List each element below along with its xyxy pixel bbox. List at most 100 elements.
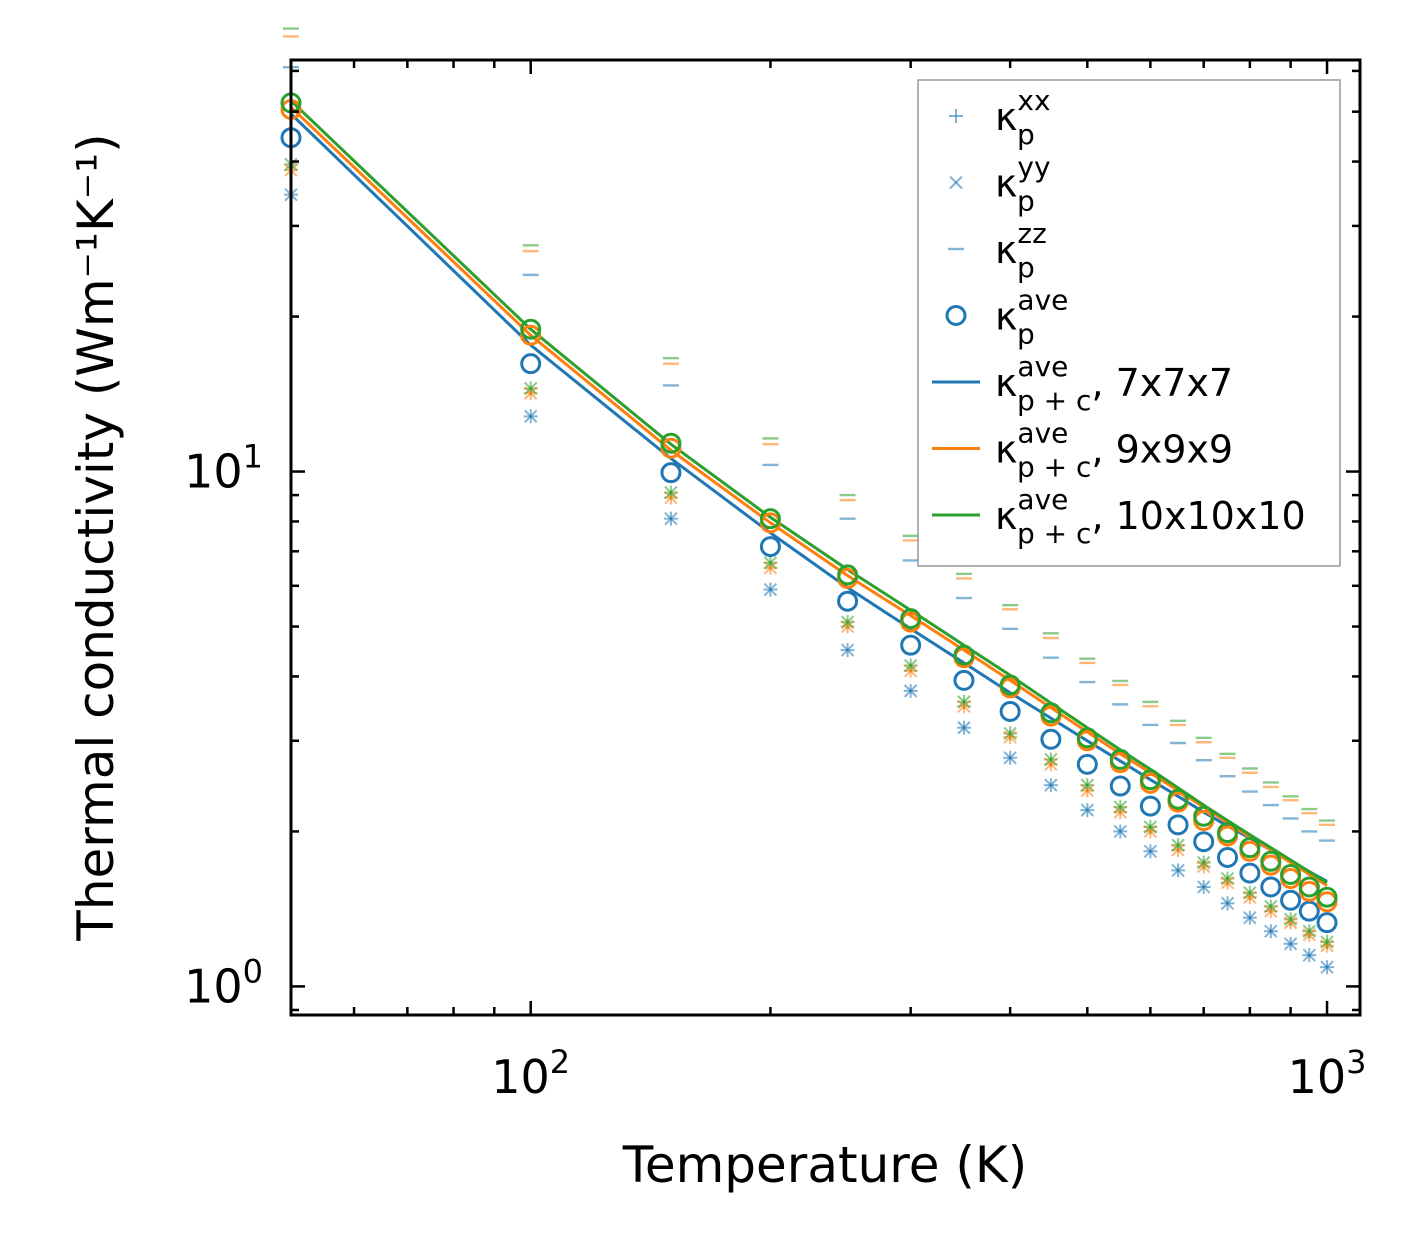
- kappa-yy-7x7x7-point: [1171, 863, 1185, 878]
- kappa-yy-10x10x10-point: [763, 556, 778, 570]
- kappa-ave-7x7x7-point: [837, 590, 859, 612]
- legend-entry: κyy p: [949, 151, 1051, 218]
- kappa-ave-7x7x7-point: [1139, 795, 1161, 817]
- kappa-ave-10x10x10-point: [759, 508, 781, 530]
- kappa-yy-7x7x7-point: [1044, 778, 1058, 792]
- legend-entry: κzz p: [948, 217, 1047, 284]
- legend-entry: κave p + c, 10x10x10: [932, 483, 1306, 550]
- legend-entry: κave p: [945, 284, 1068, 351]
- kappa-yy-10x10x10-point: [1171, 838, 1185, 852]
- legend-label: κyy p: [995, 151, 1051, 218]
- kappa-ave-10x10x10-point: [1316, 886, 1338, 908]
- y-axis-label: Thermal conductivity (Wm⁻¹K⁻¹): [67, 133, 125, 941]
- kappa-ave-10x10x10-point: [900, 608, 922, 630]
- kappa-yy-7x7x7-point: [1320, 960, 1334, 974]
- kappa-ave-10x10x10-point: [1239, 837, 1261, 859]
- kappa-yy-7x7x7-point: [1143, 844, 1158, 858]
- kappa-ave-10x10x10-point: [1298, 876, 1320, 898]
- kappa-yy-7x7x7-point: [957, 721, 971, 735]
- kappa-yy-9x9x9-point: [1044, 757, 1058, 772]
- kappa-yy-9x9x9-point: [524, 386, 538, 400]
- kappa-yy-10x10x10-point: [1113, 800, 1127, 814]
- kappa-ave-10x10x10-point: [1076, 727, 1098, 749]
- kappa-ave-7x7x7-point: [1239, 862, 1261, 884]
- kappa-yy-10x10x10-point: [903, 658, 918, 673]
- y-tick-label: 100: [184, 952, 263, 1013]
- kappa-yy-9x9x9-point: [1196, 859, 1211, 874]
- kappa-ave-10x10x10-point: [1217, 822, 1239, 844]
- kappa-yy-7x7x7-point: [763, 582, 778, 597]
- kappa-ave-10x10x10-point: [1040, 702, 1062, 724]
- kappa-yy-9x9x9-point: [1080, 783, 1095, 798]
- legend-box: [917, 79, 1341, 567]
- kappa-ave-7x7x7-point: [953, 669, 975, 691]
- kappa-yy-7x7x7-point: [1302, 948, 1317, 962]
- kappa-yy-9x9x9-point: [1220, 876, 1235, 890]
- kappa-yy-9x9x9-point: [1302, 928, 1317, 942]
- kappa-ave-10x10x10-point: [1193, 805, 1215, 827]
- kappa-yy-7x7x7-point: [840, 643, 855, 657]
- plot-frame: [289, 58, 1362, 1017]
- kappa-yy-9x9x9-point: [1264, 904, 1278, 918]
- kappa-ave-7x7x7-point: [520, 353, 542, 375]
- x-tick-label: 103: [1288, 1043, 1367, 1104]
- kappa-ave-7x7x7-point: [1217, 846, 1239, 868]
- kappa-yy-7x7x7-point: [1264, 924, 1278, 938]
- kappa-ave-10x10x10-point: [953, 644, 975, 666]
- kappa-yy-7x7x7-point: [1283, 937, 1298, 951]
- kappa-ave-7x7x7-point: [999, 700, 1021, 722]
- kappa-yy-10x10x10-point: [664, 485, 678, 500]
- kappa-ave-10x10x10-point: [1139, 769, 1161, 791]
- kappa-yy-10x10x10-point: [957, 695, 971, 709]
- kappa-yy-10x10x10-point: [1044, 752, 1058, 767]
- kappa-yy-10x10x10-point: [524, 381, 538, 396]
- kappa-yy-10x10x10-point: [1196, 855, 1211, 870]
- legend-label: κave p + c, 10x10x10: [995, 483, 1306, 550]
- legend-entry: κxx p: [949, 84, 1051, 151]
- legend-label: κzz p: [995, 217, 1047, 284]
- kappa-yy-7x7x7-point: [1196, 880, 1211, 894]
- kappa-yy-10x10x10-point: [840, 615, 855, 629]
- kappa-yy-10x10x10-point: [1143, 820, 1158, 834]
- kappa-yy-10x10x10-point: [1243, 886, 1257, 900]
- kappa-yy-7x7x7-point: [1220, 896, 1235, 911]
- kappa-ave-7x7x7-point: [1280, 889, 1302, 911]
- kappa-yy-10x10x10-point: [1302, 924, 1317, 938]
- kappa-yy-10x10x10-point: [1283, 912, 1298, 927]
- kappa-ave-7x7x7-point: [1193, 831, 1215, 853]
- legend-label: κave p + c, 7x7x7: [995, 350, 1233, 417]
- kappa-yy-9x9x9-point: [1143, 824, 1158, 839]
- kappa-yy-7x7x7-point: [1113, 824, 1127, 839]
- kappa-ave-7x7x7-point: [759, 536, 781, 558]
- kappa-yy-9x9x9-point: [957, 699, 971, 714]
- kappa-yy-7x7x7-point: [524, 409, 538, 424]
- kappa-ave-7x7x7-point: [1040, 728, 1062, 750]
- kappa-ave-7x7x7-point: [1167, 814, 1189, 836]
- kappa-pc-line-10x10x10: [289, 99, 1328, 884]
- kappa-yy-9x9x9-point: [1243, 890, 1257, 904]
- kappa-ave-7x7x7-point: [1260, 876, 1282, 898]
- kappa-yy-9x9x9-point: [763, 561, 778, 575]
- kappa-yy-10x10x10-point: [1003, 726, 1017, 741]
- kappa-yy-9x9x9-point: [1320, 938, 1334, 953]
- legend-label: κxx p: [995, 84, 1051, 151]
- kappa-yy-7x7x7-point: [664, 511, 678, 526]
- kappa-yy-7x7x7-point: [903, 684, 918, 698]
- y-tick-label: 101: [184, 438, 263, 499]
- legend-entry: κave p + c, 7x7x7: [932, 350, 1233, 417]
- kappa-yy-7x7x7-point: [1243, 910, 1257, 925]
- kappa-ave-10x10x10-point: [660, 432, 682, 454]
- kappa-yy-9x9x9-point: [1171, 843, 1185, 857]
- kappa-ave-10x10x10-point: [999, 674, 1021, 696]
- kappa-ave-7x7x7-point: [1298, 900, 1320, 922]
- kappa-pc-line-9x9x9: [289, 106, 1328, 887]
- kappa-yy-7x7x7-point: [1003, 751, 1017, 765]
- legend-entry: κave p + c, 9x9x9: [932, 417, 1233, 484]
- axes: 102 103 100 101: [184, 58, 1367, 1104]
- kappa-ave-10x10x10-point: [520, 318, 542, 340]
- kappa-ave-9x9x9-point: [520, 324, 542, 346]
- kappa-yy-10x10x10-point: [1264, 899, 1278, 914]
- kappa-yy-9x9x9-point: [903, 664, 918, 678]
- kappa-ave-7x7x7-point: [1076, 753, 1098, 775]
